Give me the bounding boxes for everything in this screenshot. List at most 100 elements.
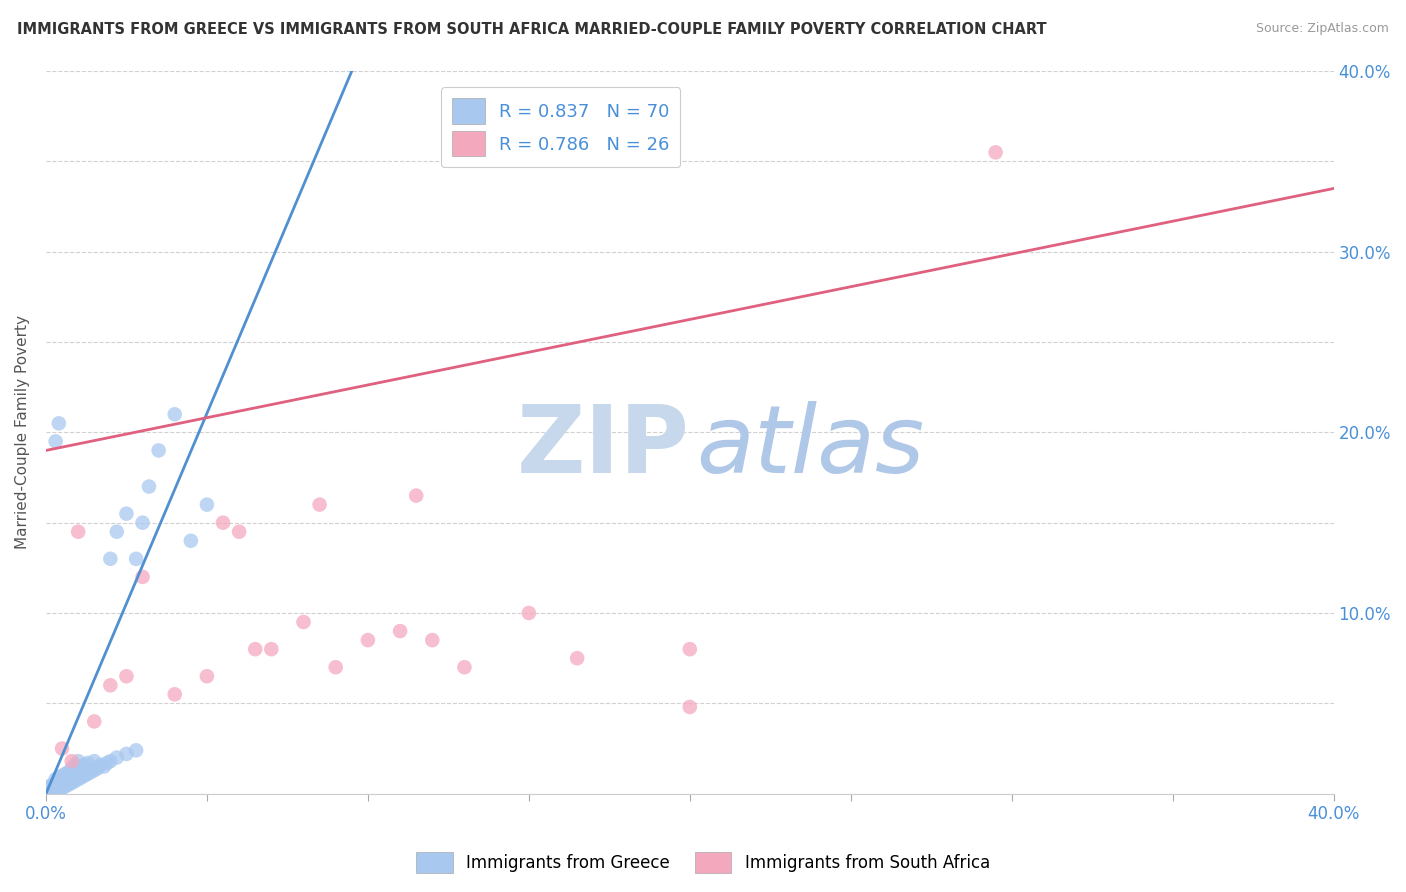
Point bbox=[38, 780, 60, 794]
Point bbox=[53, 772, 76, 787]
Point bbox=[60, 769, 83, 783]
Point bbox=[58, 764, 80, 779]
Point bbox=[51, 741, 73, 756]
Point bbox=[51, 778, 73, 792]
Text: IMMIGRANTS FROM GREECE VS IMMIGRANTS FROM SOUTH AFRICA MARRIED-COUPLE FAMILY POV: IMMIGRANTS FROM GREECE VS IMMIGRANTS FRO… bbox=[17, 22, 1046, 37]
Point bbox=[125, 743, 148, 757]
Point bbox=[180, 533, 202, 548]
Point bbox=[41, 778, 63, 792]
Point bbox=[73, 769, 96, 783]
Point bbox=[405, 489, 427, 503]
Y-axis label: Married-Couple Family Poverty: Married-Couple Family Poverty bbox=[15, 316, 30, 549]
Point bbox=[195, 498, 218, 512]
Point bbox=[45, 780, 67, 794]
Point bbox=[67, 772, 90, 787]
Point bbox=[115, 507, 138, 521]
Point bbox=[53, 780, 76, 794]
Point bbox=[115, 747, 138, 761]
Point bbox=[51, 774, 73, 789]
Point bbox=[212, 516, 235, 530]
Point bbox=[565, 651, 588, 665]
Point bbox=[53, 766, 76, 780]
Point bbox=[41, 785, 63, 799]
Point bbox=[63, 764, 86, 779]
Point bbox=[260, 642, 283, 657]
Point bbox=[38, 781, 60, 796]
Point bbox=[105, 524, 128, 539]
Point bbox=[63, 757, 86, 772]
Point bbox=[83, 763, 105, 777]
Point bbox=[163, 687, 186, 701]
Point bbox=[58, 778, 80, 792]
Point bbox=[292, 615, 315, 629]
Point bbox=[37, 786, 59, 800]
Point bbox=[984, 145, 1007, 160]
Point bbox=[86, 761, 108, 775]
Point bbox=[60, 761, 83, 775]
Point bbox=[131, 570, 153, 584]
Point bbox=[38, 786, 60, 800]
Point bbox=[76, 756, 98, 770]
Point bbox=[41, 781, 63, 796]
Point bbox=[308, 498, 330, 512]
Point bbox=[63, 774, 86, 789]
Point bbox=[48, 774, 70, 789]
Point bbox=[38, 785, 60, 799]
Point bbox=[41, 785, 63, 799]
Point bbox=[245, 642, 267, 657]
Point bbox=[51, 781, 73, 796]
Point bbox=[93, 759, 115, 773]
Text: ZIP: ZIP bbox=[517, 401, 690, 492]
Point bbox=[67, 763, 90, 777]
Point bbox=[58, 772, 80, 787]
Point bbox=[125, 551, 148, 566]
Point bbox=[48, 417, 70, 431]
Text: atlas: atlas bbox=[696, 401, 925, 492]
Point bbox=[138, 479, 160, 493]
Point bbox=[45, 776, 67, 790]
Point bbox=[228, 524, 250, 539]
Point bbox=[45, 772, 67, 787]
Point bbox=[76, 766, 98, 780]
Point bbox=[195, 669, 218, 683]
Point bbox=[325, 660, 347, 674]
Point bbox=[48, 778, 70, 792]
Point bbox=[60, 754, 83, 768]
Point bbox=[90, 757, 112, 772]
Point bbox=[96, 756, 118, 770]
Point bbox=[45, 434, 67, 449]
Point bbox=[389, 624, 412, 638]
Point bbox=[80, 764, 103, 779]
Point bbox=[679, 700, 702, 714]
Point bbox=[38, 783, 60, 797]
Point bbox=[453, 660, 475, 674]
Point bbox=[73, 757, 96, 772]
Point bbox=[148, 443, 170, 458]
Point bbox=[420, 633, 443, 648]
Point bbox=[115, 669, 138, 683]
Point bbox=[98, 551, 121, 566]
Point bbox=[48, 783, 70, 797]
Point bbox=[98, 678, 121, 692]
Point bbox=[51, 769, 73, 783]
Point bbox=[357, 633, 380, 648]
Point bbox=[679, 642, 702, 657]
Point bbox=[67, 754, 90, 768]
Point bbox=[83, 714, 105, 729]
Point bbox=[163, 407, 186, 421]
Point bbox=[517, 606, 540, 620]
Point bbox=[105, 750, 128, 764]
Point bbox=[83, 754, 105, 768]
Point bbox=[48, 781, 70, 796]
Point bbox=[41, 783, 63, 797]
Point bbox=[53, 776, 76, 790]
Text: Source: ZipAtlas.com: Source: ZipAtlas.com bbox=[1256, 22, 1389, 36]
Legend: Immigrants from Greece, Immigrants from South Africa: Immigrants from Greece, Immigrants from … bbox=[409, 846, 997, 880]
Point bbox=[48, 771, 70, 785]
Point bbox=[60, 776, 83, 790]
Point bbox=[45, 785, 67, 799]
Point bbox=[70, 759, 93, 773]
Point bbox=[45, 783, 67, 797]
Point bbox=[67, 524, 90, 539]
Point bbox=[98, 754, 121, 768]
